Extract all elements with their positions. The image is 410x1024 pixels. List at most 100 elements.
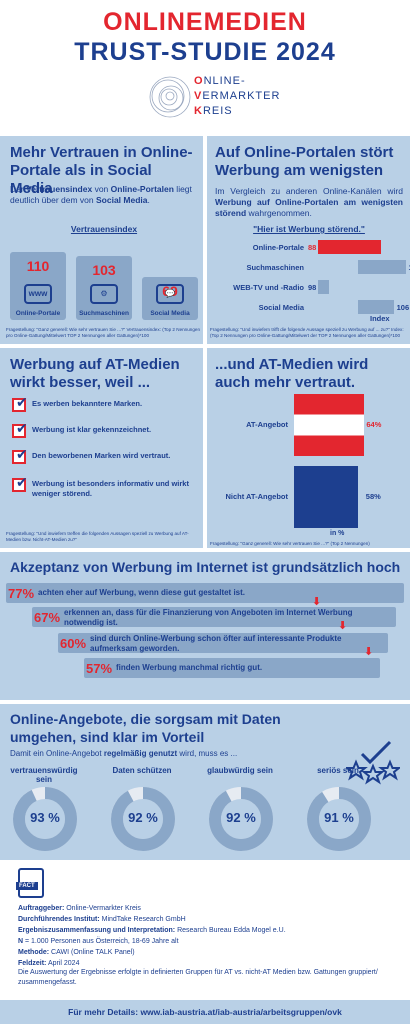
fact-key: Auftraggeber: <box>18 905 65 912</box>
section1-footnote: Fragestellung: "Ganz generell: Wie sehr … <box>6 327 201 338</box>
disturbing-category: Suchmaschinen <box>246 263 304 272</box>
fact-value: Research Bureau Edda Mogel e.U. <box>175 927 286 934</box>
checkmark-icon: ✔ <box>16 474 28 490</box>
fact-key: Ergebniszusammenfassung und Interpretati… <box>18 927 176 934</box>
fact-key: Methode: <box>18 949 50 956</box>
disturbing-category: WEB-TV und -Radio <box>233 283 304 292</box>
donut-label: Daten schützen <box>112 766 172 775</box>
donut-chart <box>209 787 273 851</box>
media-icon: www <box>24 284 52 304</box>
chart2-title: "Hier ist Werbung störend." <box>253 224 365 234</box>
checkbox-icon: ✔ <box>12 474 28 492</box>
disturbing-value: 88 <box>308 243 317 252</box>
checklist-text: Werbung ist besonders informativ und wir… <box>32 479 189 498</box>
section1-desc: Der Vertrauensindex von Online-Portalen … <box>10 184 198 206</box>
acceptance-pct: 57% <box>86 661 113 676</box>
s1-desc-mid2: liegt deutlich über dem von <box>10 184 192 205</box>
index-value: 110 <box>26 257 50 274</box>
acceptance-pct: 67% <box>34 610 61 625</box>
logo-swirl-icon <box>149 76 191 118</box>
acceptance-text: finden Werbung manchmal richtig gut. <box>116 663 263 672</box>
disturbing-bar <box>358 300 394 314</box>
section6-title: Online-Angebote, die sorgsam mit Daten u… <box>10 711 281 745</box>
checklist-item: ✔ Den beworbenen Marken wird vertraut. <box>12 446 197 474</box>
section4-footnote: Fragestellung: "Ganz generell: Wie sehr … <box>210 541 370 546</box>
s1-desc-pre: Der <box>10 184 27 194</box>
s2-desc-pre: Im Vergleich zu anderen Online-Kanälen w… <box>215 186 403 196</box>
fact-line: Methode: CAWI (Online TALK Panel) <box>18 948 398 958</box>
panel-effect <box>0 348 203 548</box>
acceptance-bar <box>84 658 380 678</box>
logo-letter-o: O <box>194 75 204 87</box>
checkbox-icon: ✔ <box>12 420 28 438</box>
arrow-down-icon: ⬇ <box>338 620 348 632</box>
donut-slice <box>111 787 175 851</box>
acceptance-text: achten eher auf Werbung, wenn diese gut … <box>38 588 245 597</box>
nicht-at-value: 58% <box>365 492 381 501</box>
donut-value: 92 % <box>128 810 158 825</box>
section2-desc: Im Vergleich zu anderen Online-Kanälen w… <box>215 186 403 219</box>
s2-desc-b: Werbung auf Online-Portalen am wenigsten… <box>215 197 403 218</box>
fact-line: N = 1.000 Personen aus Österreich, 18-69… <box>18 937 398 947</box>
nicht-at-category: Nicht AT-Angebot <box>225 492 289 501</box>
donut-label: seriös sein <box>317 766 359 775</box>
disturbing-bar <box>358 260 406 274</box>
s6-desc-b: regelmäßig genutzt <box>103 749 178 758</box>
ovk-logo: ONLINE- VERMARKTER KREIS <box>148 72 279 124</box>
checklist-item: ✔ Werbung ist besonders informativ und wi… <box>12 474 197 502</box>
chart1-title: Vertrauensindex <box>70 224 138 234</box>
footer-link[interactable]: Für mehr Details: www.iab-austria.at/iab… <box>68 1007 342 1017</box>
s2-desc-end: wahrgenommen. <box>246 208 312 218</box>
logo-letter-k: K <box>194 105 203 117</box>
checklist-item: ✔ Es werben bekanntere Marken. <box>12 394 197 422</box>
index-category: Suchmaschinen <box>79 310 129 317</box>
checklist-text: Werbung ist klar gekennzeichnet. <box>32 425 152 434</box>
fact-note: Die Auswertung der Ergebnisse erfolgte i… <box>18 969 378 986</box>
donut-slice <box>209 787 273 851</box>
at-bar <box>294 394 365 456</box>
acceptance-pct: 60% <box>60 636 87 651</box>
disturbing-value: 106 <box>396 303 410 312</box>
chart3-unit: in % <box>330 530 345 537</box>
arrow-down-icon: ⬇ <box>312 596 322 608</box>
index-value: 103 <box>92 262 116 279</box>
disturbing-value: 98 <box>308 283 317 292</box>
acceptance-bar <box>6 583 404 603</box>
fact-icon: FACT <box>16 868 44 898</box>
fact-value: April 2024 <box>46 960 80 967</box>
nicht-at-bar <box>294 466 358 528</box>
fact-line: Ergebniszusammenfassung und Interpretati… <box>18 926 398 936</box>
at-value: 64% <box>366 420 382 429</box>
logo-line-3: REIS <box>202 105 233 117</box>
section2-title: Auf Online-Portalen stört Werbung am wen… <box>215 144 394 179</box>
donut-value: 92 % <box>226 810 256 825</box>
section1-title: Mehr Vertrauen in Online-Portale als in … <box>10 144 193 197</box>
disturbing-bar <box>318 280 329 294</box>
section2-footnote: Fragestellung: "Und inwiefern trifft die… <box>210 327 404 338</box>
section6-desc: Damit ein Online-Angebot regelmäßig genu… <box>10 748 310 759</box>
fact-badge: FACT <box>16 882 38 890</box>
s1-desc-end: . <box>147 195 150 205</box>
checkbox-icon: ✔ <box>12 446 28 464</box>
s1-desc-b2: Online-Portalen <box>110 184 174 194</box>
arrow-down-icon: ⬇ <box>364 646 374 658</box>
s1-desc-b1: Vertrauensindex <box>26 184 93 194</box>
index-category: Online-Portale <box>15 310 61 317</box>
donut-chart <box>307 787 371 851</box>
acceptance-text: erkennen an, dass für die Finanzierung v… <box>64 608 353 627</box>
fact-key: N <box>18 938 24 945</box>
media-icon: ⚙ <box>90 284 118 304</box>
donut-value: 93 % <box>30 810 60 825</box>
donut-chart <box>111 787 175 851</box>
checkmark-icon: ✔ <box>16 420 28 436</box>
s6-desc-pre: Damit ein Online-Angebot <box>10 749 104 758</box>
disturbing-bar <box>318 240 382 254</box>
donut-slice <box>307 787 371 851</box>
media-icon: 💬 <box>156 284 184 304</box>
fact-line: Feldzeit: April 2024 <box>18 959 398 969</box>
fact-value: MindTake Research GmbH <box>99 916 186 923</box>
index-category: Social Media <box>150 310 190 317</box>
checklist-text: Den beworbenen Marken wird vertraut. <box>32 451 171 460</box>
logo-letter-v: V <box>194 90 203 102</box>
title-line-2: TRUST-STUDIE 2024 <box>74 38 336 66</box>
